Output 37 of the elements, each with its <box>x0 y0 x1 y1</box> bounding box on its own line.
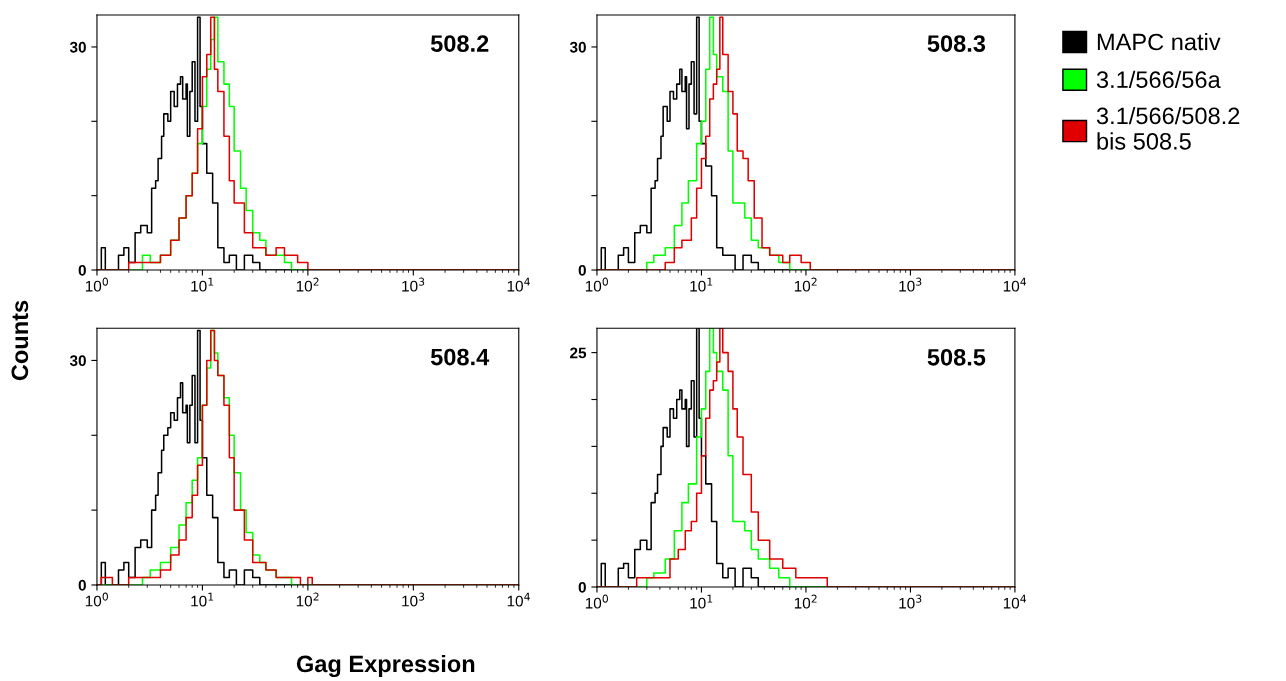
legend-label: 3.1/566/56a <box>1096 70 1221 89</box>
legend-label: MAPC nativ <box>1097 33 1221 51</box>
text: 508.4 <box>430 348 490 366</box>
text: 508.2 <box>430 35 489 52</box>
x-tick-label: 10$^{1}$ <box>191 277 214 292</box>
text: 508.5 <box>927 348 986 366</box>
x-tick-label: 10$^{1}$ <box>690 277 713 292</box>
y-axis-title: Counts <box>11 300 29 381</box>
x-tick-label: 10$^{0}$ <box>85 592 108 607</box>
y-tick-label: 0 <box>78 264 86 276</box>
x-tick-label: 10$^{0}$ <box>85 277 108 292</box>
text: 508.3 <box>927 35 986 52</box>
x-tick-label: 10$^{2}$ <box>794 594 817 609</box>
y-tick-label: 30 <box>69 41 86 53</box>
y-tick-label: 0 <box>578 264 586 276</box>
y-tick-label: 30 <box>69 355 86 367</box>
x-tick-label: 10$^{4}$ <box>1003 277 1027 292</box>
y-tick-label: 0 <box>578 581 586 593</box>
x-tick-label: 10$^{1}$ <box>191 592 214 607</box>
x-tick-label: 10$^{2}$ <box>296 277 319 292</box>
x-tick-label: 10$^{1}$ <box>690 594 713 609</box>
x-tick-label: 10$^{3}$ <box>402 277 425 292</box>
y-tick-label: 30 <box>569 41 586 53</box>
y-tick-label: 25 <box>570 347 587 359</box>
x-tick-label: 10$^{3}$ <box>899 594 922 609</box>
x-tick-label: 10$^{2}$ <box>296 592 319 607</box>
x-tick-label: 10$^{4}$ <box>1003 594 1027 609</box>
x-tick-label: 10$^{4}$ <box>507 277 530 292</box>
x-tick-label: 10$^{0}$ <box>585 277 608 292</box>
x-tick-label: 10$^{3}$ <box>899 277 922 292</box>
x-tick-label: 10$^{4}$ <box>507 592 530 607</box>
y-tick-label: 0 <box>78 579 86 591</box>
legend-label: 3.1/566/508.2 bis 508.5 <box>1096 106 1240 150</box>
text: Gag Expression <box>296 654 475 678</box>
x-tick-label: 10$^{3}$ <box>402 592 425 607</box>
x-tick-label: 10$^{0}$ <box>585 594 608 609</box>
x-tick-label: 10$^{2}$ <box>794 277 817 292</box>
